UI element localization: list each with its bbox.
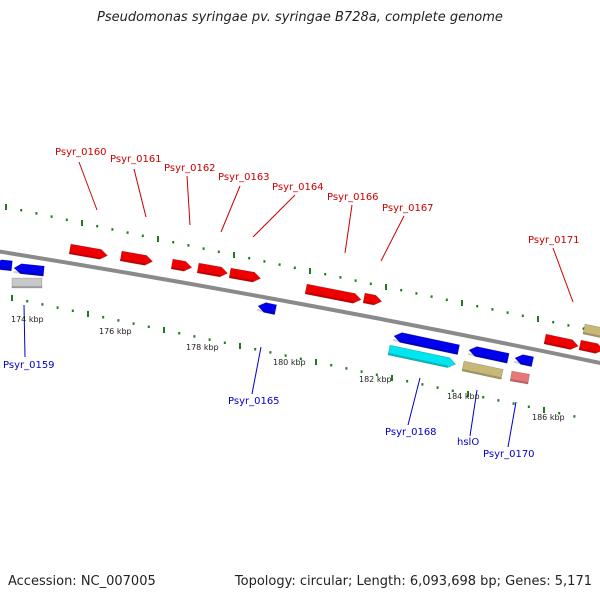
gene-psyr-0162[interactable] <box>170 258 193 272</box>
gene-psyr-0159-b[interactable] <box>11 277 43 289</box>
gene-psyr-0172-b[interactable] <box>582 323 600 338</box>
gene-psyr-0166[interactable] <box>304 283 362 305</box>
leader-psyr-0160 <box>78 161 98 211</box>
gene-label-psyr-0159[interactable]: Psyr_0159 <box>3 360 55 371</box>
gene-psyr-0164[interactable] <box>228 267 262 283</box>
gene-label-psyr-0161[interactable]: Psyr_0161 <box>110 154 162 165</box>
gene-label-psyr-0167[interactable]: Psyr_0167 <box>382 203 434 214</box>
gene-label-psyr-0165[interactable]: Psyr_0165 <box>228 396 280 407</box>
leader-psyr-0161 <box>133 168 147 218</box>
leader-psyr-0168 <box>407 377 421 426</box>
map-title: Pseudomonas syringae pv. syringae B728a,… <box>97 10 503 25</box>
gene-psyr-0158[interactable] <box>0 259 13 272</box>
leader-hslo <box>469 389 478 437</box>
leader-line-layer <box>23 161 574 448</box>
gene-psyr-0168-b[interactable] <box>392 331 460 355</box>
gene-psyr-0165[interactable] <box>256 301 278 315</box>
leader-psyr-0166 <box>344 204 353 254</box>
gene-label-psyr-0163[interactable]: Psyr_0163 <box>218 172 270 183</box>
gene-label-psyr-0162[interactable]: Psyr_0162 <box>164 163 216 174</box>
gene-psyr-0172[interactable] <box>578 339 600 355</box>
kbp-label-186-kbp: 186 kbp <box>532 413 565 422</box>
genome-summary-text: Topology: circular; Length: 6,093,698 bp… <box>234 574 592 589</box>
kbp-label-174-kbp: 174 kbp <box>11 315 44 324</box>
gene-label-psyr-0160[interactable]: Psyr_0160 <box>55 147 107 158</box>
kbp-label-184-kbp: 184 kbp <box>447 392 480 401</box>
gene-psyr-0161[interactable] <box>119 250 154 266</box>
kbp-label-180-kbp: 180 kbp <box>273 358 306 367</box>
tick-layer <box>5 204 585 418</box>
kbp-label-176-kbp: 176 kbp <box>99 327 132 336</box>
gene-label-psyr-0170[interactable]: Psyr_0170 <box>483 449 535 460</box>
leader-psyr-0163 <box>220 185 241 233</box>
gene-label-psyr-0166[interactable]: Psyr_0166 <box>327 192 379 203</box>
leader-psyr-0171 <box>552 247 574 303</box>
gene-hslo[interactable] <box>461 360 504 380</box>
gene-label-psyr-0164[interactable]: Psyr_0164 <box>272 182 324 193</box>
gene-label-psyr-0168[interactable]: Psyr_0168 <box>385 427 437 438</box>
gene-psyr-0160[interactable] <box>68 243 108 260</box>
leader-psyr-0162 <box>186 175 191 226</box>
label-layer: 174 kbp 176 kbp 178 kbp 180 kbp 182 kbp 184 k… <box>3 147 580 460</box>
genome-backbone <box>0 249 600 365</box>
gene-psyr-0168[interactable] <box>387 344 457 369</box>
leader-psyr-0165 <box>251 346 262 395</box>
leader-psyr-0164 <box>252 194 296 238</box>
kbp-label-178-kbp: 178 kbp <box>186 343 219 352</box>
accession-text: Accession: NC_007005 <box>8 574 156 589</box>
gene-psyr-0163[interactable] <box>196 262 229 278</box>
gene-layer[interactable] <box>0 243 600 385</box>
leader-psyr-0167 <box>380 215 405 262</box>
gene-psyr-0171[interactable] <box>543 333 579 351</box>
gene-label-hslo[interactable]: hslO <box>457 437 479 448</box>
gene-hslo-b[interactable] <box>467 345 510 364</box>
gene-label-psyr-0171[interactable]: Psyr_0171 <box>528 235 580 246</box>
gene-psyr-0170[interactable] <box>509 370 530 385</box>
gene-psyr-0170-b[interactable] <box>513 353 535 367</box>
gene-psyr-0167[interactable] <box>362 292 383 306</box>
gene-psyr-0159[interactable] <box>13 263 45 277</box>
leader-psyr-0170 <box>507 401 517 448</box>
kbp-label-182-kbp: 182 kbp <box>359 375 392 384</box>
leader-psyr-0159 <box>23 304 26 358</box>
